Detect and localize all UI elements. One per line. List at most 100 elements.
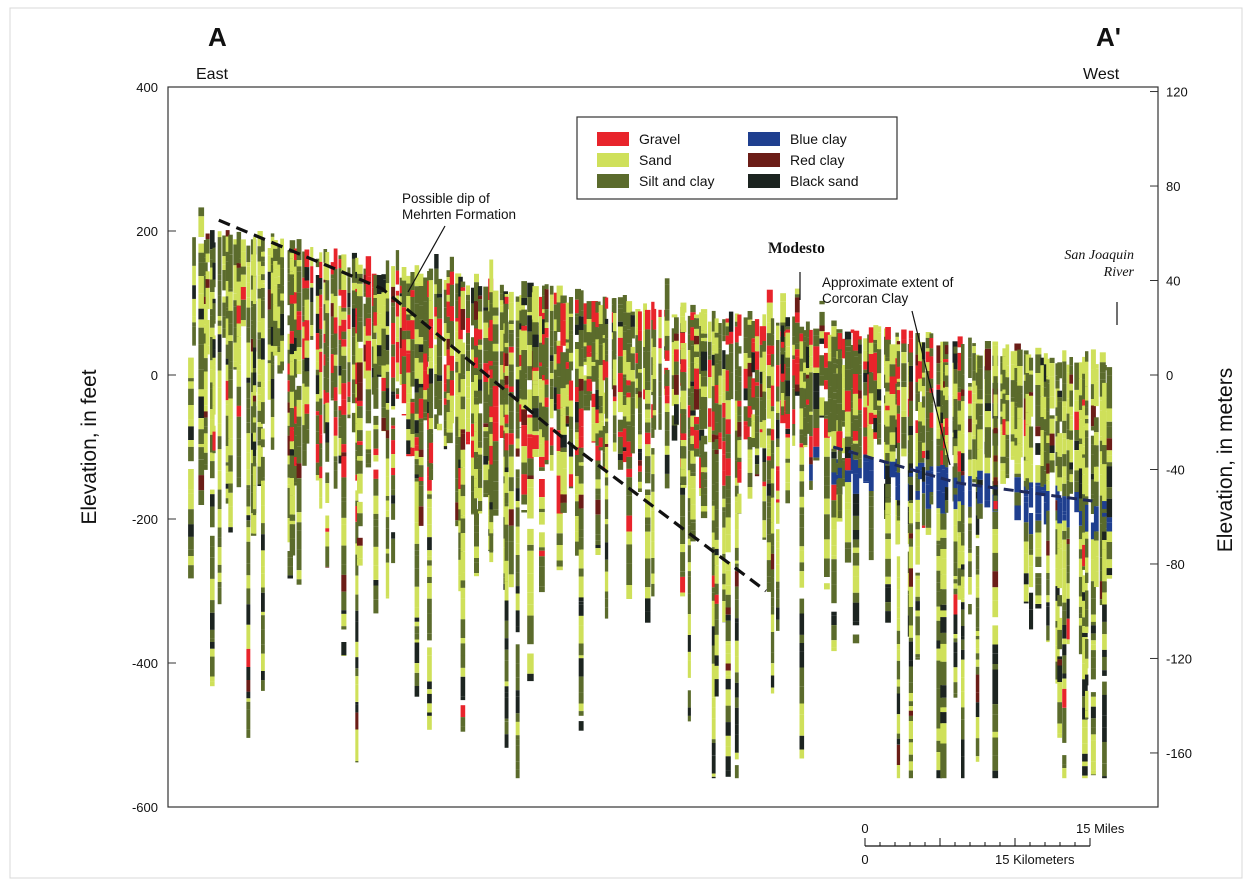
well-segment [228,291,233,311]
well-segment [953,693,958,698]
well-segment [410,272,415,291]
well-segment [261,523,265,535]
well-segment [549,294,554,300]
well-segment [236,231,242,238]
well-segment [568,361,574,371]
well-segment [539,550,545,557]
well-segment [357,537,363,546]
well-segment [406,350,412,354]
well-segment [863,350,870,362]
well-segment [687,511,691,526]
well-segment [575,531,581,542]
well-segment [700,407,708,429]
well-segment [1090,426,1096,431]
well-segment [341,655,347,656]
well-segment [785,490,790,504]
well-column [1085,351,1089,720]
well-segment [449,395,454,412]
well-segment [1066,565,1070,573]
well-segment [1057,569,1062,589]
well-segment [953,463,958,478]
well-segment [762,341,767,352]
well-segment [915,616,920,636]
well-segment [257,275,263,289]
well-segment [351,283,357,291]
well-segment [508,333,514,347]
well-segment [474,404,479,423]
well-segment [553,341,558,355]
well-segment [1046,573,1050,580]
well-segment [341,399,347,415]
well-segment [776,365,780,387]
well-segment [1078,596,1083,607]
well-segment [1066,480,1070,499]
well-segment [1010,441,1017,457]
well-segment [246,307,251,328]
well-segment [635,309,641,328]
well-segment [455,372,462,385]
well-segment [575,516,581,520]
well-segment [217,352,222,371]
well-segment [852,415,860,420]
well-segment [414,464,420,475]
well-segment [434,316,439,320]
well-segment [427,647,432,656]
well-segment [1057,453,1062,457]
well-segment [236,263,242,268]
well-segment [436,278,443,294]
well-segment [622,355,627,375]
well-segment [455,520,462,527]
well-segment [868,327,874,343]
well-segment [333,317,338,334]
well-segment [319,278,323,290]
well-segment [455,462,462,479]
well-segment [944,365,949,376]
well-segment [953,634,958,639]
well-segment [578,508,584,530]
well-segment [246,266,251,283]
well-segment [478,344,483,350]
well-segment [410,297,415,317]
well-segment [725,705,731,723]
well-segment [725,746,731,757]
well-segment [1082,454,1088,458]
well-segment [1106,531,1113,543]
well-segment [575,422,581,430]
well-segment [401,274,407,281]
well-segment [246,541,251,564]
well-segment [944,386,949,401]
well-segment [261,439,265,448]
well-column [428,268,434,480]
well-segment [626,468,633,478]
well-segment [824,514,830,531]
well-segment [474,457,479,470]
well-segment [333,410,338,418]
well-segment [217,280,222,296]
well-segment [604,377,609,398]
well-segment [961,598,965,603]
well-segment [515,296,520,302]
well-column [780,325,785,416]
well-segment [694,344,699,352]
well-segment [604,519,609,525]
well-segment [406,353,412,368]
well-segment [236,348,242,365]
well-segment [521,373,527,379]
well-segment [466,398,470,419]
well-segment [766,495,773,503]
well-segment [296,360,302,375]
well-segment [228,527,233,533]
well-segment [929,412,934,428]
well-segment [492,290,499,308]
well-segment [896,660,901,680]
well-segment [1093,531,1099,541]
well-segment [289,295,296,304]
well-segment [1055,606,1060,621]
legend-box [576,116,898,200]
well-segment [427,633,432,641]
well-segment [885,584,891,588]
well-segment [984,454,991,474]
well-segment [1090,454,1096,474]
well-segment [1062,688,1067,708]
